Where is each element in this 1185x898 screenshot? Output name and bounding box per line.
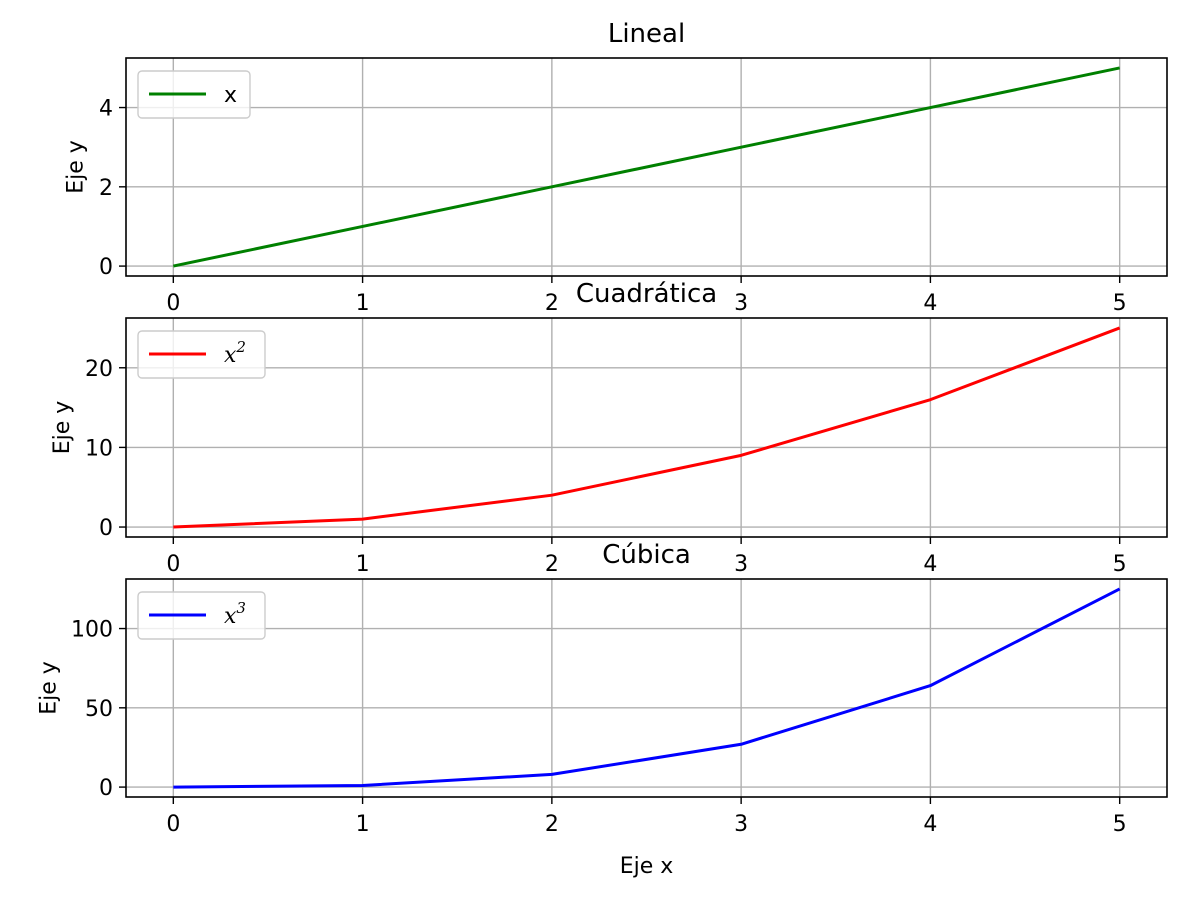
- axes-frame: [125, 317, 1168, 538]
- y-tick-label: 4: [99, 97, 113, 122]
- x-tick-label: 4: [923, 552, 937, 577]
- x-tick-label: 1: [356, 291, 370, 316]
- x-axis-label: Eje x: [620, 854, 674, 879]
- chart-title: Lineal: [608, 19, 685, 49]
- y-tick-label: 50: [85, 697, 113, 722]
- x-tick-label: 1: [356, 812, 370, 837]
- legend: x2: [137, 330, 266, 379]
- x-tick-label: 2: [545, 291, 559, 316]
- x-tick-label: 3: [734, 552, 748, 577]
- x-tick-label: 2: [545, 552, 559, 577]
- x-tick-label: 4: [923, 812, 937, 837]
- x-tick-label: 3: [734, 291, 748, 316]
- axes-frame: [125, 57, 1168, 277]
- y-axis-label: Eje y: [37, 661, 62, 715]
- series-line-lineal: [173, 66, 1120, 268]
- x-tick-label: 5: [1113, 812, 1127, 837]
- legend: x3: [137, 591, 266, 640]
- legend-label: x: [224, 83, 237, 108]
- x-tick-label: 2: [545, 812, 559, 837]
- y-tick-label: 0: [99, 255, 113, 280]
- chart-title: Cuadrática: [576, 279, 717, 309]
- x-tick-label: 5: [1113, 291, 1127, 316]
- y-tick-label: 10: [85, 436, 113, 461]
- x-tick-label: 1: [356, 552, 370, 577]
- y-tick-label: 100: [71, 618, 113, 643]
- legend-superscript: 2: [235, 338, 246, 356]
- x-tick-label: 5: [1113, 552, 1127, 577]
- series-line-cubica: [173, 587, 1121, 789]
- x-tick-label: 3: [734, 812, 748, 837]
- y-tick-label: 20: [85, 357, 113, 382]
- x-tick-label: 0: [166, 291, 180, 316]
- x-tick-label: 0: [166, 552, 180, 577]
- legend: x: [137, 70, 251, 119]
- axes-frame: [125, 578, 1168, 798]
- y-tick-label: 2: [99, 176, 113, 201]
- y-tick-label: 0: [99, 776, 113, 801]
- subplot-lineal: 0 1 2 3 4 5 0 2 4 Lineal Eje y x: [64, 19, 1168, 316]
- x-tick-label: 0: [166, 812, 180, 837]
- y-tick-label: 0: [99, 516, 113, 541]
- legend-superscript: 3: [236, 599, 246, 617]
- series-line-cuadratica: [173, 326, 1121, 529]
- chart-title: Cúbica: [602, 540, 691, 570]
- x-tick-label: 4: [923, 291, 937, 316]
- y-axis-label: Eje y: [64, 140, 89, 194]
- y-axis-label: Eje y: [50, 401, 75, 455]
